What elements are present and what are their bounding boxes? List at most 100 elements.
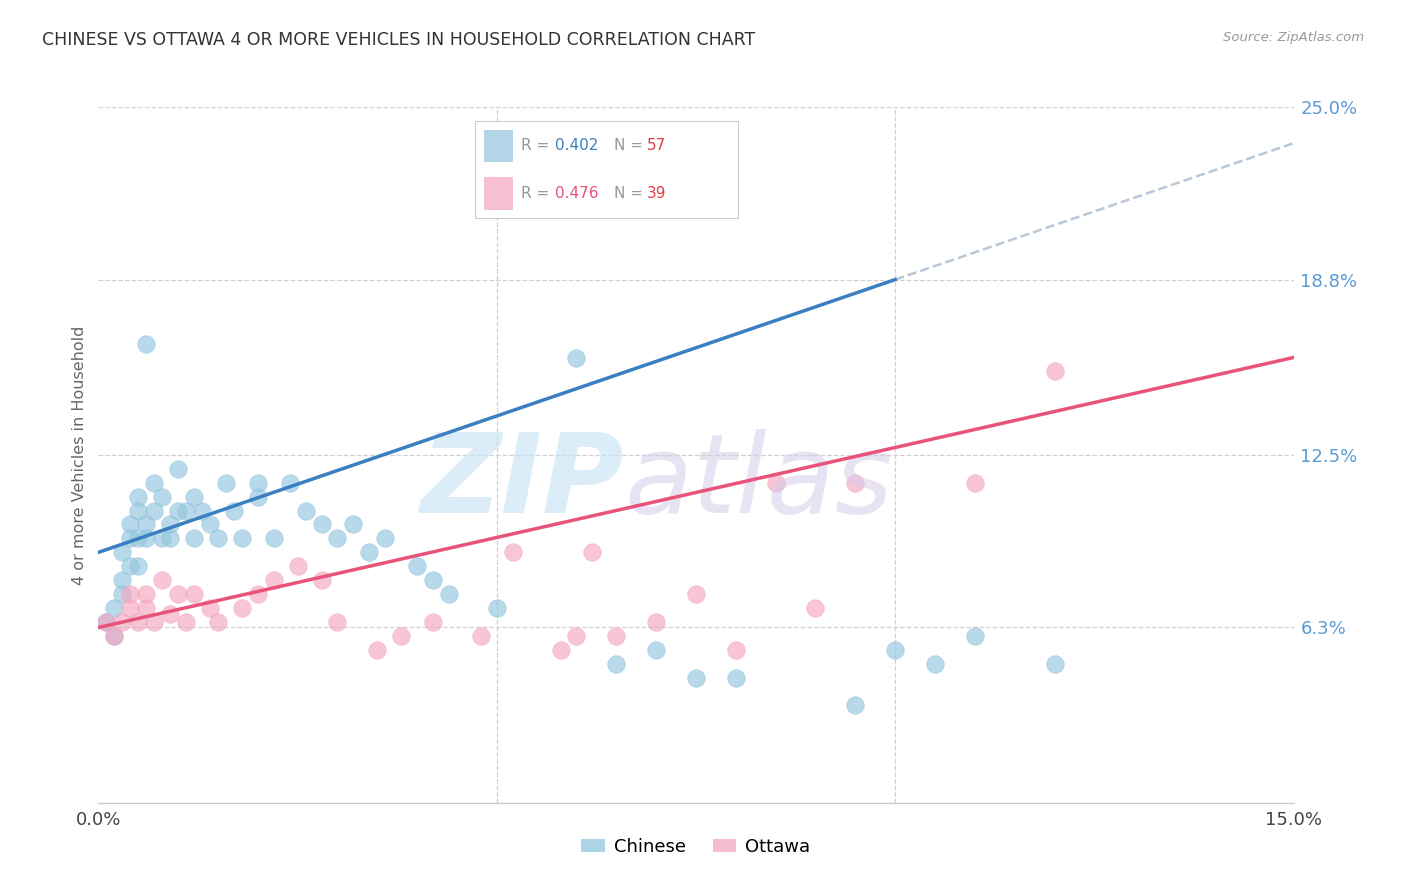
Point (150, 573, 173, 587)
Point (191, 503, 214, 517)
Point (120, 601, 142, 615)
Text: CHINESE VS OTTAWA 4 OR MORE VEHICLES IN HOUSEHOLD CORRELATION CHART: CHINESE VS OTTAWA 4 OR MORE VEHICLES IN … (42, 31, 755, 49)
Point (159, 517, 181, 532)
Point (605, 629, 627, 643)
Point (111, 615, 134, 629)
Point (143, 615, 166, 629)
Point (685, 587, 707, 601)
Point (246, 587, 269, 601)
Point (150, 532, 173, 546)
Point (183, 587, 205, 601)
Point (135, 601, 157, 615)
Point (724, 642, 747, 657)
Point (183, 532, 205, 546)
Point (437, 587, 460, 601)
Point (924, 657, 946, 671)
Point (103, 629, 125, 643)
Point (422, 615, 444, 629)
Point (207, 615, 229, 629)
Point (963, 475, 986, 490)
Point (135, 532, 157, 546)
Point (143, 475, 166, 490)
Point (326, 615, 349, 629)
Point (111, 587, 134, 601)
Point (231, 532, 253, 546)
Point (120, 532, 142, 546)
Point (724, 671, 747, 685)
Point (645, 642, 668, 657)
Legend: Chinese, Ottawa: Chinese, Ottawa (574, 831, 818, 863)
Point (96, 615, 118, 629)
Point (844, 475, 866, 490)
Point (389, 629, 412, 643)
Point (263, 532, 285, 546)
Point (127, 490, 149, 504)
Point (167, 462, 190, 476)
Point (231, 601, 253, 615)
Point (470, 629, 492, 643)
Point (120, 517, 142, 532)
Point (198, 517, 221, 532)
Point (278, 475, 301, 490)
Point (127, 615, 149, 629)
Point (1043, 657, 1066, 671)
Point (127, 503, 149, 517)
Y-axis label: 4 or more Vehicles in Household: 4 or more Vehicles in Household (72, 326, 87, 584)
Point (103, 601, 125, 615)
Point (406, 559, 429, 574)
Point (502, 545, 524, 559)
Point (645, 615, 668, 629)
Point (159, 532, 181, 546)
Point (167, 587, 190, 601)
Point (120, 587, 142, 601)
Point (804, 601, 827, 615)
Point (326, 532, 349, 546)
Point (215, 475, 238, 490)
Point (605, 657, 627, 671)
Point (765, 475, 787, 490)
Point (311, 517, 333, 532)
Point (111, 573, 134, 587)
Point (103, 629, 125, 643)
Point (422, 573, 444, 587)
Point (246, 490, 269, 504)
Point (374, 532, 396, 546)
Point (342, 517, 364, 532)
Point (963, 629, 986, 643)
Point (127, 559, 149, 574)
Point (565, 629, 588, 643)
Point (183, 490, 205, 504)
Point (198, 601, 221, 615)
Point (287, 559, 309, 574)
Text: ZIP: ZIP (420, 429, 624, 536)
Point (246, 475, 269, 490)
Point (207, 532, 229, 546)
Point (311, 573, 333, 587)
Point (167, 503, 190, 517)
Point (174, 615, 197, 629)
Text: Source: ZipAtlas.com: Source: ZipAtlas.com (1223, 31, 1364, 45)
Point (135, 336, 157, 351)
Point (294, 503, 316, 517)
Point (159, 607, 181, 621)
Point (884, 642, 907, 657)
Point (366, 642, 388, 657)
Point (550, 642, 572, 657)
Point (135, 517, 157, 532)
Point (359, 545, 381, 559)
Point (1043, 364, 1066, 378)
Point (96, 615, 118, 629)
Point (581, 545, 603, 559)
Point (685, 671, 707, 685)
Point (565, 351, 588, 365)
Point (263, 573, 285, 587)
Point (120, 559, 142, 574)
Point (150, 490, 173, 504)
Point (111, 545, 134, 559)
Point (485, 601, 508, 615)
Point (222, 503, 245, 517)
Point (143, 503, 166, 517)
Point (135, 587, 157, 601)
Point (174, 503, 197, 517)
Point (844, 698, 866, 713)
